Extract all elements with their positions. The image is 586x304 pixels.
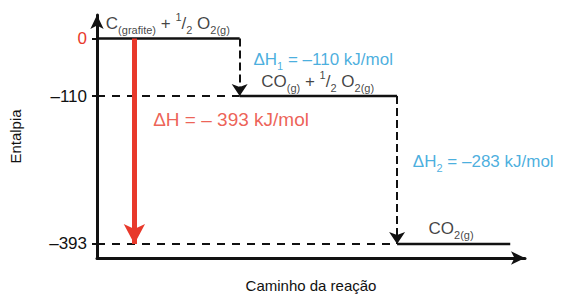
html-text:1/2: 1/2 (319, 68, 337, 94)
svg-text:CO: CO (429, 219, 455, 238)
svg-text:Caminho da reação: Caminho da reação (246, 277, 377, 294)
svg-text:+: + (156, 14, 175, 33)
svg-text:–110: –110 (50, 87, 87, 106)
html-text:1/2: 1/2 (175, 11, 193, 36)
svg-text:C: C (106, 14, 118, 33)
svg-text:2(g): 2(g) (454, 229, 474, 241)
svg-text:= –283 kJ/mol: = –283 kJ/mol (443, 152, 554, 171)
svg-text:2(g): 2(g) (355, 82, 375, 94)
svg-text:(g): (g) (287, 82, 300, 94)
svg-text:1: 1 (277, 59, 284, 72)
svg-text:+: + (300, 72, 319, 91)
svg-text:ΔH: ΔH (413, 152, 437, 171)
svg-text:O: O (337, 72, 355, 91)
svg-text:0: 0 (78, 29, 87, 48)
svg-text:(grafite): (grafite) (118, 24, 156, 36)
svg-text:= –110 kJ/mol: = –110 kJ/mol (283, 50, 393, 69)
svg-text:CO: CO (261, 72, 287, 91)
svg-text:2(g): 2(g) (210, 24, 230, 36)
svg-text:O: O (192, 14, 210, 33)
svg-text:–393: –393 (49, 234, 87, 253)
svg-text:Entalpia: Entalpia (7, 109, 24, 164)
svg-text:ΔH = – 393 kJ/mol: ΔH = – 393 kJ/mol (153, 109, 309, 130)
svg-text:2: 2 (436, 162, 443, 175)
svg-text:ΔH: ΔH (253, 50, 277, 69)
